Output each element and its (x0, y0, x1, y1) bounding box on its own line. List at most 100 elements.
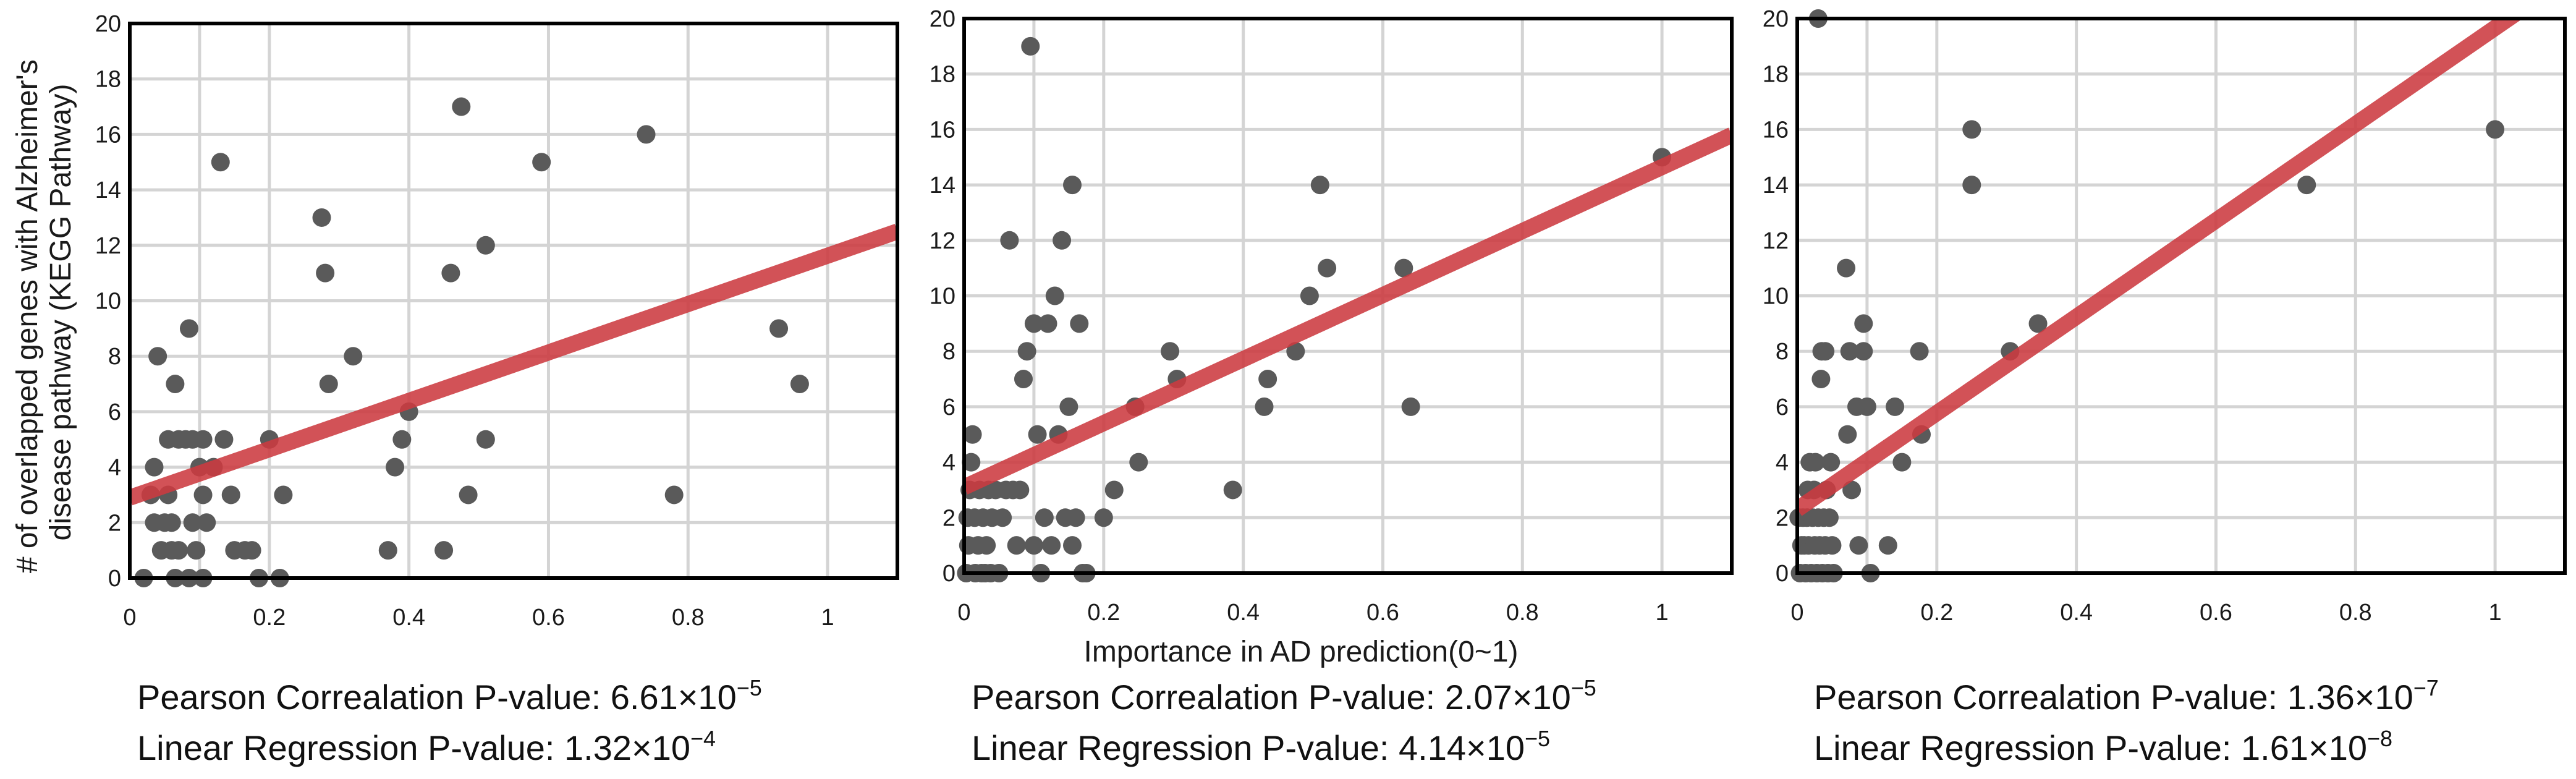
stat-regression-2-exponent: −5 (1525, 726, 1551, 751)
panel-1-point-27 (211, 153, 230, 172)
panel-1-point-25 (197, 513, 216, 532)
panel-1-xtick-4: 0.8 (672, 605, 705, 631)
panel-1-point-23 (193, 430, 213, 449)
panel-1-ytick-9: 18 (95, 67, 121, 93)
panel-2-ytick-7: 14 (930, 172, 955, 198)
panel-3-point-27 (1820, 508, 1839, 527)
panel-1-point-3 (148, 347, 167, 366)
panel-2-ytick-10: 20 (930, 6, 955, 32)
panel-3-point-31 (1837, 258, 1856, 278)
panel-1-trendline (130, 224, 897, 506)
panel-3-point-43 (1892, 453, 1912, 472)
panel-1-point-54 (769, 319, 789, 338)
panel-1-point-48 (459, 485, 478, 504)
y-axis-title: # of overlapped genes with Alzheimer's d… (11, 51, 77, 573)
panel-1-ytick-5: 10 (95, 289, 121, 315)
panel-1-point-2 (145, 458, 164, 477)
panel-2-point-32 (1035, 508, 1054, 527)
panel-3-ytick-0: 0 (1776, 561, 1789, 587)
panel-1-ytick-4: 8 (108, 344, 121, 370)
panel-2-point-4 (962, 453, 981, 472)
panel-3-ytick-2: 4 (1776, 450, 1789, 476)
panel-2-ytick-6: 12 (930, 228, 955, 254)
panel-3-ytick-6: 12 (1763, 228, 1789, 254)
panel-3-ytick-8: 16 (1763, 117, 1789, 143)
panel-2-point-25 (1014, 370, 1033, 389)
panel-1-point-9 (162, 513, 181, 532)
x-axis-title: Importance in AD prediction(0~1) (1083, 636, 1518, 668)
panel-2-point-42 (1066, 508, 1085, 527)
stat-pearson-1-exponent: −5 (736, 675, 762, 700)
panel-2-point-24 (1010, 480, 1030, 500)
panel-2-point-54 (1258, 370, 1277, 389)
panel-2-point-60 (1401, 397, 1420, 416)
panel-3-point-19 (1811, 370, 1831, 389)
panel-2-point-41 (1063, 536, 1082, 555)
stat-regression-2-label: Linear Regression P-value: (972, 728, 1399, 767)
stat-regression-3-label: Linear Regression P-value: (1814, 728, 2242, 767)
panel-2-xtick-1: 0.2 (1087, 600, 1120, 626)
panel-2-point-57 (1310, 176, 1329, 195)
stat-regression-2: Linear Regression P-value: 4.14×10−5 (972, 728, 1550, 767)
panel-2-point-21 (1000, 231, 1019, 250)
panel-2-point-58 (1318, 258, 1337, 278)
panel-3-frame (1795, 17, 2567, 575)
panel-2-point-55 (1286, 342, 1305, 361)
panel-2-xtick-0: 0 (957, 600, 970, 626)
stat-regression-3-mantissa: 1.61×10 (2241, 728, 2368, 767)
panel-1-ytick-1: 2 (108, 510, 121, 536)
stat-regression-2-mantissa: 4.14×10 (1399, 728, 1525, 767)
panel-2-trendline (964, 127, 1732, 495)
panel-1-ytick-6: 12 (95, 233, 121, 259)
panel-2-point-13 (977, 536, 996, 555)
panel-1-point-19 (183, 513, 202, 532)
panel-2-point-49 (1129, 453, 1148, 472)
panel-2-ytick-3: 6 (943, 394, 955, 420)
panel-2-frame (962, 17, 1734, 575)
panel-1-point-32 (242, 541, 261, 560)
panel-2-point-50 (1161, 342, 1180, 361)
stat-pearson-3-exponent: −7 (2413, 675, 2439, 700)
panel-2-point-37 (1053, 231, 1072, 250)
stat-pearson-3-mantissa: 1.36×10 (2287, 678, 2413, 717)
panel-2-point-27 (1021, 36, 1040, 56)
panel-2-point-34 (1042, 536, 1061, 555)
panel-1-point-37 (312, 208, 331, 227)
panel-2-point-26 (1017, 342, 1036, 361)
panel-2-ytick-0: 0 (943, 561, 955, 587)
panel-1-point-47 (452, 97, 471, 116)
panel-1-point-52 (637, 125, 656, 144)
scatter-panel-2: 0 2 4 6 8 10 12 14 16 18 20 0 0.2 0.4 0.6 0.8 1 (930, 6, 1734, 626)
panel-3-point-49 (2028, 314, 2048, 333)
panel-1-ytick-3: 6 (108, 399, 121, 425)
panel-1-point-46 (441, 263, 460, 283)
panel-2-xtick-4: 0.8 (1506, 600, 1539, 626)
panel-2-xtick-2: 0.4 (1227, 600, 1260, 626)
panel-3-point-24 (1816, 342, 1835, 361)
stat-regression-3-exponent: −8 (2367, 726, 2393, 751)
panel-3-point-47 (1962, 176, 1981, 195)
panel-1-point-16 (179, 319, 198, 338)
panel-3-ytick-4: 8 (1776, 339, 1789, 365)
panel-2-point-28 (1024, 314, 1043, 333)
panel-3-point-42 (1886, 397, 1905, 416)
panel-3-point-38 (1854, 342, 1873, 361)
scatter-panel-1: 0 2 4 6 8 10 12 14 16 18 20 0 0.2 0.4 0.6 0.8 1 (95, 11, 899, 631)
scatter-panel-3: 0 2 4 6 8 10 12 14 16 18 20 0 0.2 0.4 0.6 0.8 1 (1763, 6, 2567, 626)
panel-3-point-41 (1878, 536, 1897, 555)
stat-regression-3: Linear Regression P-value: 1.61×10−8 (1814, 728, 2392, 767)
panel-2-ytick-9: 18 (930, 62, 955, 88)
stat-pearson-1: Pearson Correalation P-value: 6.61×10−5 (137, 677, 762, 717)
stat-regression-1-mantissa: 1.32×10 (564, 728, 691, 767)
panel-2-ytick-2: 4 (943, 450, 955, 476)
panel-2-point-56 (1300, 286, 1319, 305)
panel-3-xtick-0: 0 (1790, 600, 1803, 626)
panel-2-point-47 (1104, 480, 1124, 500)
panel-1-point-11 (166, 375, 185, 394)
stat-pearson-1-mantissa: 6.61×10 (610, 678, 737, 717)
panel-2-point-40 (1063, 176, 1082, 195)
panel-3-ytick-9: 18 (1763, 62, 1789, 88)
panel-2-ytick-8: 16 (930, 117, 955, 143)
panel-2-point-5 (963, 425, 982, 444)
